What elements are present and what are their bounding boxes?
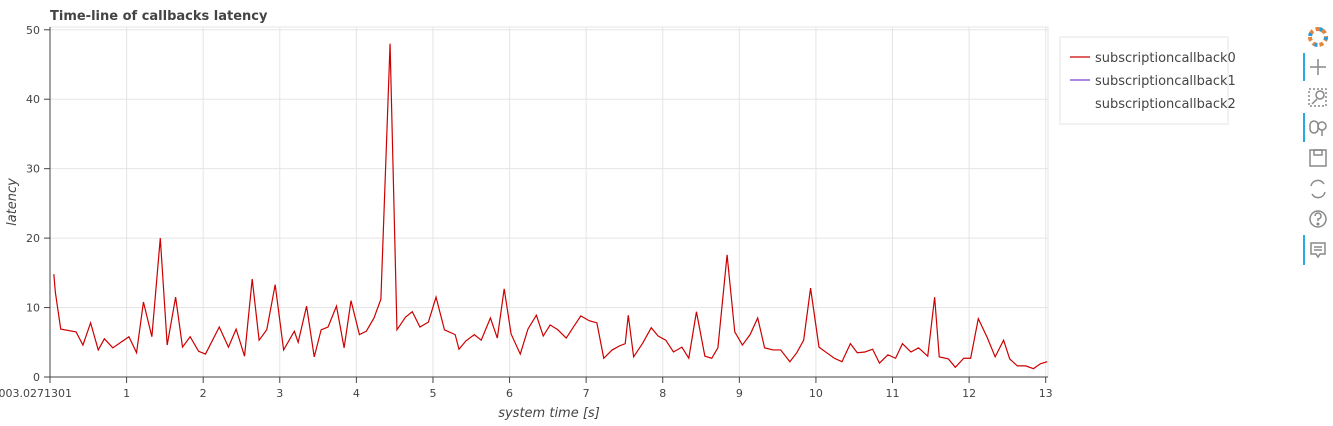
x-tick-label: 7 [583, 387, 590, 400]
legend-label: subscriptioncallback2 [1095, 97, 1236, 112]
x-tick-label: 1 [123, 387, 130, 400]
x-tick-label: 9 [736, 387, 743, 400]
reset-tool[interactable] [1310, 179, 1326, 199]
toolbar [1303, 27, 1328, 265]
wheel-zoom-tool[interactable] [1309, 120, 1327, 136]
plot-area: 010203040500+1672121003.0271301123456789… [0, 24, 1053, 400]
series-line [53, 43, 1048, 370]
y-axis-label: latency [5, 178, 20, 226]
x-tick-label: 2 [200, 387, 207, 400]
box-zoom-tool[interactable] [1308, 88, 1327, 107]
y-tick-label: 10 [26, 302, 40, 315]
x-tick-label: 12 [962, 387, 976, 400]
help-tool[interactable] [1309, 210, 1327, 228]
pan-tool[interactable] [1310, 59, 1326, 75]
save-tool[interactable] [1309, 149, 1327, 167]
x-tick-label: 6 [506, 387, 513, 400]
x-tick-label: 5 [429, 387, 436, 400]
x-tick-label: 10 [809, 387, 823, 400]
legend-label: subscriptioncallback1 [1095, 74, 1236, 89]
y-tick-label: 50 [26, 24, 40, 37]
legend: subscriptioncallback0 subscriptioncallbac… [1059, 36, 1236, 125]
plot-background [49, 26, 1049, 378]
x-tick-label: 0+1672121003.0271301 [0, 387, 72, 400]
y-tick-label: 30 [26, 163, 40, 176]
y-tick-label: 20 [26, 232, 40, 245]
bokeh-logo[interactable] [1308, 27, 1328, 47]
hover-tool[interactable] [1310, 242, 1326, 259]
x-tick-label: 8 [659, 387, 666, 400]
x-tick-label: 13 [1039, 387, 1053, 400]
y-tick-label: 40 [26, 93, 40, 106]
legend-label: subscriptioncallback0 [1095, 51, 1236, 66]
x-tick-label: 3 [276, 387, 283, 400]
chart-title: Time-line of callbacks latency [50, 9, 268, 24]
y-tick-label: 0 [33, 371, 40, 384]
x-tick-label: 4 [353, 387, 360, 400]
x-axis-label: system time [s] [498, 406, 600, 421]
x-tick-label: 11 [886, 387, 900, 400]
